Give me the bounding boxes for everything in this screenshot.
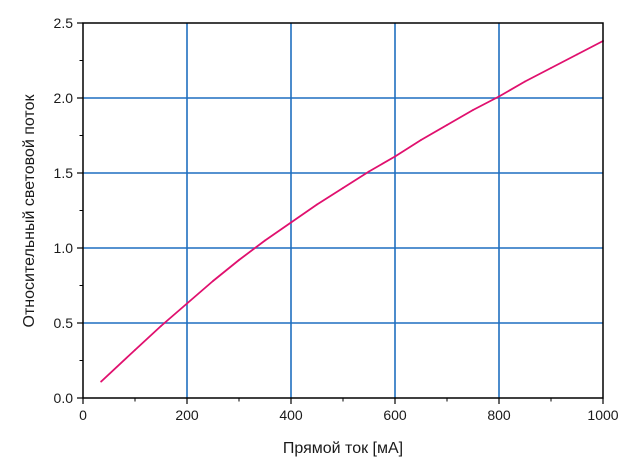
x-axis-title: Прямой ток [мА] [283,440,403,457]
data-point [160,325,162,327]
data-point [212,280,214,282]
data-point [472,109,474,111]
data-point [238,259,240,261]
x-tick-label: 1000 [587,407,618,423]
x-tick-label: 600 [383,407,407,423]
data-point [550,67,552,69]
data-point [342,187,344,189]
x-tick-label: 200 [175,407,199,423]
data-point [186,302,188,305]
plot-frame [82,22,604,399]
series-layer [100,40,604,383]
data-point [264,239,266,242]
y-tick-label: 1.0 [54,240,74,256]
x-tick-labels: 0 200 400 600 800 1000 [79,407,619,423]
y-axis-title: Относительный световой поток [21,94,38,328]
series-line [100,40,604,383]
data-point [420,139,422,141]
data-point [498,95,500,98]
grid [83,23,603,398]
data-point [100,380,103,383]
data-point [576,53,578,56]
y-tick-label: 1.5 [54,165,74,181]
y-tick-label: 0.5 [54,315,74,331]
y-tick-label: 2.5 [54,15,74,31]
data-point [290,221,292,224]
x-tick-label: 0 [79,407,87,423]
data-point [316,203,318,206]
y-tick-label: 0.0 [54,390,74,406]
data-point [446,124,448,126]
ticks [77,22,604,404]
x-tick-label: 400 [279,407,303,423]
data-point [394,155,396,158]
data-point [134,349,136,351]
plot-area [83,23,603,398]
data-point [524,80,526,83]
y-tick-labels: 0.0 0.5 1.0 1.5 2.0 2.5 [54,15,74,406]
data-point [368,170,370,173]
y-tick-label: 2.0 [54,90,74,106]
x-tick-label: 800 [487,407,511,423]
